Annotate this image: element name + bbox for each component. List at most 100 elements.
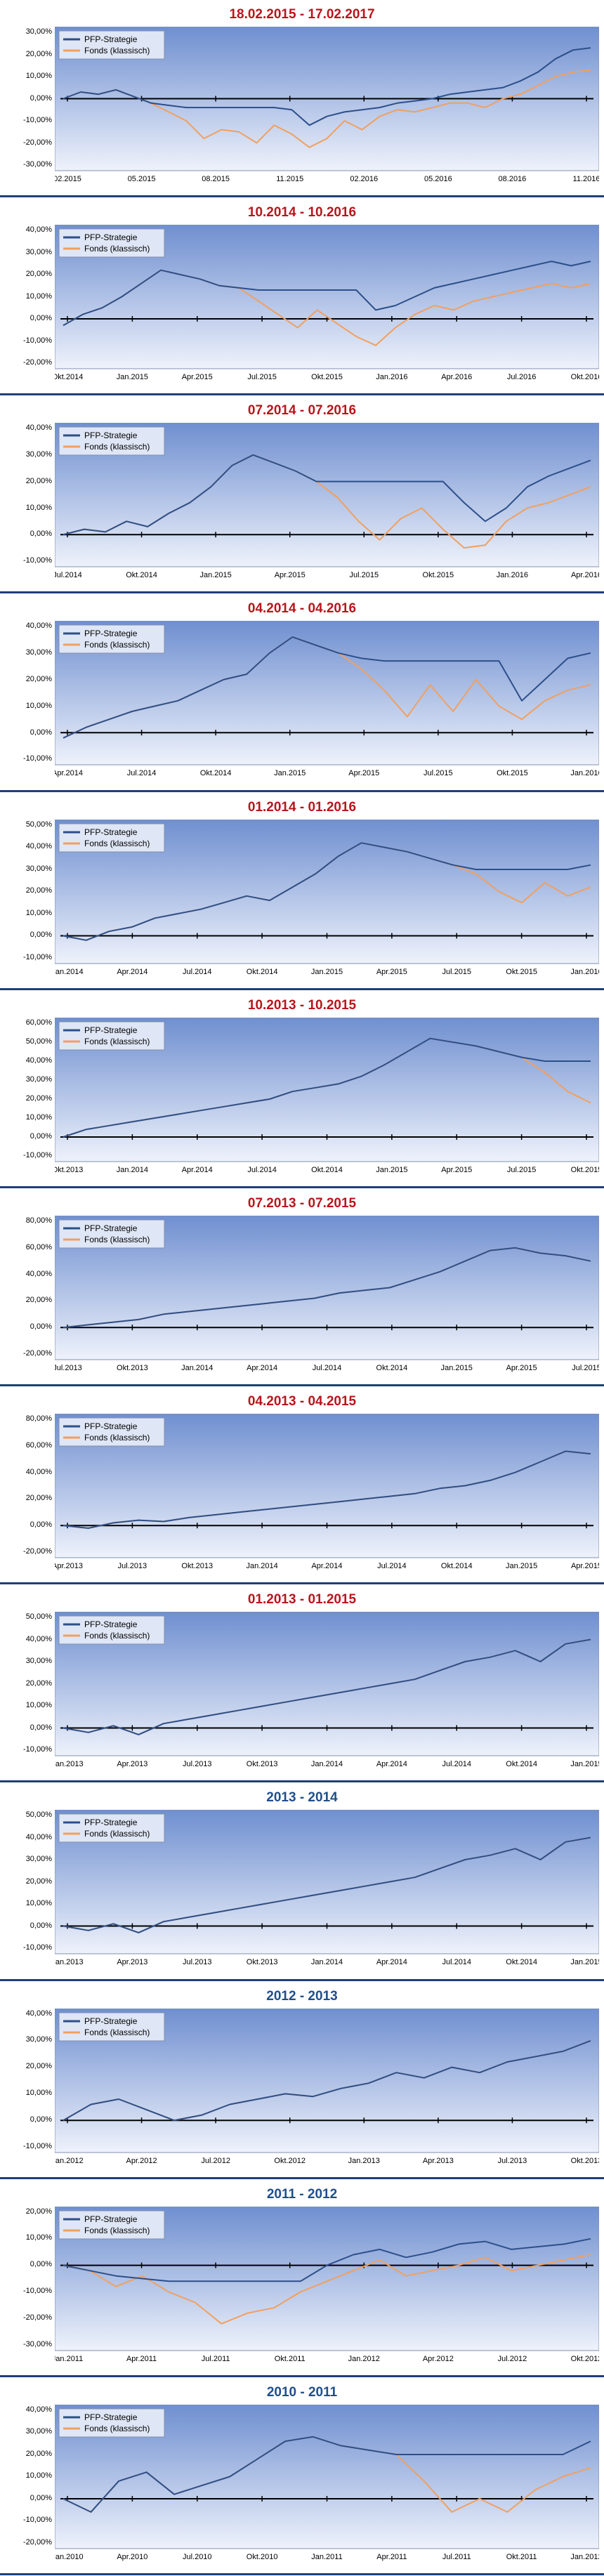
x-tick-label: Okt.2015 xyxy=(497,769,528,777)
chart-title: 2011 - 2012 xyxy=(266,2186,338,2202)
legend-box xyxy=(58,1219,165,1249)
x-tick-label: Apr.2014 xyxy=(376,1958,407,1966)
x-tick-label: Jul.2010 xyxy=(183,2553,212,2561)
y-tick-label: 10,00% xyxy=(25,1112,52,1122)
x-tick-label: Jan.2016 xyxy=(570,968,599,976)
x-tick-label: 02.2015 xyxy=(55,175,81,183)
x-tick-label: Jan.2015 xyxy=(506,1562,537,1570)
y-tick-label: 40,00% xyxy=(25,1634,52,1643)
strategy-series-line xyxy=(63,1037,591,1138)
x-tick-label: Okt.2014 xyxy=(376,1364,408,1372)
legend-label-fund: Fonds (klassisch) xyxy=(84,1829,150,1839)
chart-panel: 18.02.2015 - 17.02.2017 30,00% 20,00% 10,00… xyxy=(0,0,604,198)
y-tick-label: -10,00% xyxy=(23,952,52,961)
x-tick-label: Jan.2015 xyxy=(570,1760,599,1768)
y-tick-label: 0,00% xyxy=(29,1723,52,1732)
x-tick-label: Okt.2013 xyxy=(571,2157,599,2165)
legend-label-strategy: PFP-Strategie xyxy=(84,34,138,44)
legend-box xyxy=(58,1021,165,1051)
x-tick-label: Jul.2015 xyxy=(442,968,471,976)
legend: PFP-Strategie Fonds (klassisch) xyxy=(58,2408,165,2438)
line-chart: Jan.2013 Apr.2013 Jul.2013 Okt.2013 Jan.2014… xyxy=(55,1612,599,1768)
strategy-series-line xyxy=(63,2039,591,2121)
chart-panel: 04.2013 - 04.2015 80,00% 60,00% 40,00% 20,00… xyxy=(0,1387,604,1585)
x-tick-label: Jul.2013 xyxy=(55,1364,82,1372)
x-tick-label: Jan.2014 xyxy=(55,968,84,976)
panel-separator xyxy=(0,2176,604,2179)
x-tick-label: Apr.2010 xyxy=(117,2553,147,2561)
x-tick-label: Jul.2014 xyxy=(442,1958,471,1966)
y-tick-label: -20,00% xyxy=(23,138,52,147)
legend-label-fund: Fonds (klassisch) xyxy=(84,640,150,650)
x-tick-label: Okt.2013 xyxy=(117,1364,148,1372)
x-tick-label: Jul.2014 xyxy=(55,571,82,579)
legend-label-strategy: PFP-Strategie xyxy=(84,1818,138,1827)
chart-title: 04.2013 - 04.2015 xyxy=(247,1394,357,1409)
y-tick-label: 10,00% xyxy=(25,2088,52,2097)
x-tick-label: Apr.2016 xyxy=(441,373,472,381)
x-tick-label: Jul.2013 xyxy=(183,1760,212,1768)
x-tick-label: Okt.2013 xyxy=(181,1562,213,1570)
y-tick-label: 30,00% xyxy=(25,450,52,459)
x-tick-label: 02.2016 xyxy=(350,175,378,183)
y-tick-label: -10,00% xyxy=(23,2141,52,2150)
y-tick-label: 10,00% xyxy=(25,72,52,80)
chart-title: 2013 - 2014 xyxy=(266,1790,338,1806)
y-tick-label: 30,00% xyxy=(25,1657,52,1666)
x-tick-label: Jan.2011 xyxy=(311,2553,342,2561)
x-tick-label: Okt.2014 xyxy=(55,373,83,381)
y-tick-label: -10,00% xyxy=(23,754,52,763)
x-tick-label: Okt.2011 xyxy=(275,2355,306,2363)
x-tick-label: Okt.2014 xyxy=(506,1958,537,1966)
panel-separator xyxy=(0,591,604,594)
x-tick-label: Jan.2015 xyxy=(376,1166,407,1174)
x-tick-label: Okt.2014 xyxy=(126,571,157,579)
legend-label-strategy: PFP-Strategie xyxy=(84,1025,138,1035)
y-tick-label: 0,00% xyxy=(29,1131,52,1141)
chart-panel: 04.2014 - 04.2016 40,00% 30,00% 20,00% 10,00… xyxy=(0,594,604,792)
y-tick-label: 0,00% xyxy=(29,1520,52,1530)
x-tick-label: Apr.2015 xyxy=(506,1364,537,1372)
x-tick-label: Apr.2013 xyxy=(423,2157,454,2165)
x-tick-label: Jul.2013 xyxy=(498,2157,527,2165)
y-tick-label: 10,00% xyxy=(25,701,52,710)
chart-title: 10.2013 - 10.2015 xyxy=(247,997,357,1013)
y-tick-label: 0,00% xyxy=(29,728,52,737)
x-tick-label: Apr.2015 xyxy=(441,1166,472,1174)
strategy-series-line xyxy=(63,1247,591,1329)
panel-separator xyxy=(0,789,604,792)
chart-area: Jan.2013 Apr.2013 Jul.2013 Okt.2013 Jan.2014… xyxy=(55,1612,599,1770)
chart-title: 2012 - 2013 xyxy=(266,1988,338,2004)
legend-label-fund: Fonds (klassisch) xyxy=(84,1631,150,1641)
legend-box xyxy=(58,1615,165,1645)
fund-series-line xyxy=(63,2254,591,2325)
panel-separator xyxy=(0,1384,604,1387)
y-tick-label: 20,00% xyxy=(25,476,52,485)
y-tick-label: -20,00% xyxy=(23,2313,52,2322)
x-tick-label: Okt.2015 xyxy=(506,968,537,976)
chart-area: Jan.2011 Apr.2011 Jul.2011 Okt.2011 Jan.2012… xyxy=(55,2206,599,2365)
chart-area: 02.2015 05.2015 08.2015 11.2015 02.2016 05.20… xyxy=(55,27,599,185)
strategy-series-line xyxy=(63,261,591,327)
x-tick-label: Jul.2014 xyxy=(442,1760,471,1768)
x-tick-label: Apr.2014 xyxy=(311,1562,342,1570)
y-tick-label: 0,00% xyxy=(29,530,52,539)
legend: PFP-Strategie Fonds (klassisch) xyxy=(58,2210,165,2240)
y-tick-label: -10,00% xyxy=(23,1745,52,1754)
chart-panel: 2012 - 2013 40,00% 30,00% 20,00% 10,00% 0,00%… xyxy=(0,1982,604,2180)
x-tick-label: Apr.2015 xyxy=(348,769,379,777)
x-tick-label: Okt.2016 xyxy=(571,373,599,381)
y-tick-label: 40,00% xyxy=(25,225,52,235)
line-chart: Jul.2014 Okt.2014 Jan.2015 Apr.2015 Jul.2015… xyxy=(55,423,599,579)
x-tick-label: Jul.2015 xyxy=(424,769,453,777)
chart-area: Jul.2014 Okt.2014 Jan.2015 Apr.2015 Jul.2015… xyxy=(55,423,599,581)
panel-separator xyxy=(0,1978,604,1981)
legend-label-strategy: PFP-Strategie xyxy=(84,827,138,837)
x-tick-label: Jul.2015 xyxy=(507,1166,537,1174)
x-tick-label: Okt.2014 xyxy=(311,1166,343,1174)
y-tick-label: 40,00% xyxy=(25,1832,52,1841)
legend: PFP-Strategie Fonds (klassisch) xyxy=(58,228,165,258)
x-tick-label: Jan.2014 xyxy=(311,1958,343,1966)
line-chart: Jan.2012 Apr.2012 Jul.2012 Okt.2012 Jan.2013… xyxy=(55,2008,599,2165)
y-tick-label: 20,00% xyxy=(25,1296,52,1305)
